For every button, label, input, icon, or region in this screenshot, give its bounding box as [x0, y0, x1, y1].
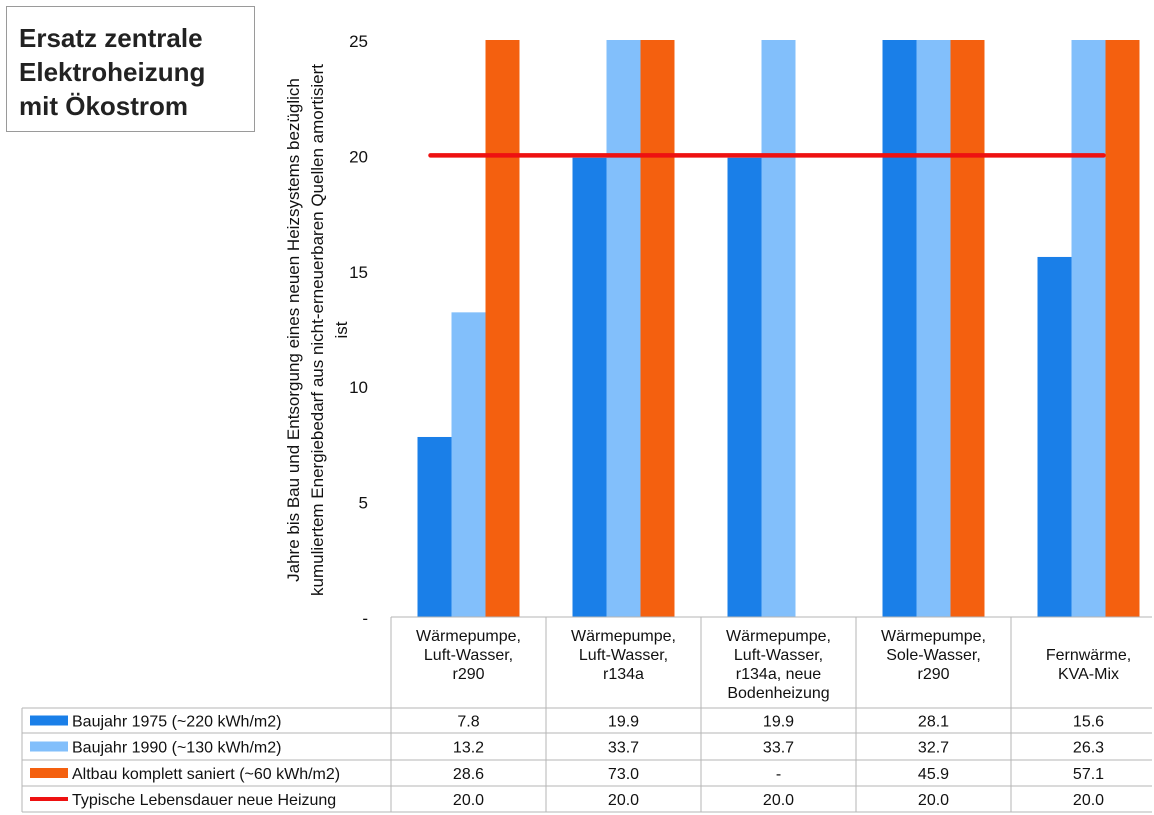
category-label: Wärmepumpe, — [881, 628, 986, 645]
category-label: Wärmepumpe, — [726, 628, 831, 645]
data-label: 7.8 — [457, 714, 479, 731]
title-line-1: Ersatz zentrale — [19, 23, 203, 53]
category-label: r134a, neue — [736, 666, 822, 683]
bar — [761, 40, 796, 617]
data-label: 20.0 — [608, 792, 639, 809]
y-axis-label: ist — [332, 321, 351, 338]
category-label: Wärmepumpe, — [416, 628, 521, 645]
bar — [1105, 40, 1140, 617]
category-label: r134a — [603, 666, 644, 683]
data-label: 19.9 — [608, 714, 639, 731]
data-label: 73.0 — [608, 766, 639, 783]
y-tick-label: 15 — [349, 263, 368, 282]
data-label: 57.1 — [1073, 766, 1104, 783]
bar — [882, 40, 917, 617]
legend-swatch — [30, 715, 68, 726]
data-label: 28.1 — [918, 714, 949, 731]
data-label: 19.9 — [763, 714, 794, 731]
category-label: Sole-Wasser, — [886, 647, 981, 664]
category-label: Fernwärme, — [1046, 647, 1131, 664]
category-label: KVA-Mix — [1058, 666, 1119, 683]
bar — [451, 312, 486, 617]
bar — [950, 40, 985, 617]
series-name: Altbau komplett saniert (~60 kWh/m2) — [72, 766, 340, 783]
data-label: 33.7 — [608, 740, 639, 757]
bar — [640, 40, 675, 617]
y-axis-label: Jahre bis Bau und Entsorgung eines neuen… — [284, 78, 303, 582]
bar — [606, 40, 641, 617]
data-label: 20.0 — [453, 792, 484, 809]
y-tick-label: - — [362, 609, 368, 628]
data-label: 15.6 — [1073, 714, 1104, 731]
data-label: 45.9 — [918, 766, 949, 783]
data-label: 20.0 — [763, 792, 794, 809]
category-label: Luft-Wasser, — [579, 647, 668, 664]
category-label: Wärmepumpe, — [571, 628, 676, 645]
category-label: r290 — [452, 666, 484, 683]
data-label: 33.7 — [763, 740, 794, 757]
y-tick-label: 5 — [359, 494, 368, 513]
bar — [916, 40, 951, 617]
data-label: 32.7 — [918, 740, 949, 757]
y-tick-label: 25 — [349, 32, 368, 51]
y-axis-label: kumuliertem Energiebedarf aus nicht-erne… — [308, 64, 327, 596]
category-label: r290 — [917, 666, 949, 683]
title-line-3: mit Ökostrom — [19, 91, 189, 121]
y-tick-label: 20 — [349, 147, 368, 166]
series-name: Typische Lebensdauer neue Heizung — [72, 792, 336, 809]
data-label: - — [776, 766, 781, 783]
bar — [485, 40, 520, 617]
category-label: Luft-Wasser, — [424, 647, 513, 664]
category-label: Bodenheizung — [727, 685, 829, 702]
legend-swatch — [30, 768, 68, 778]
y-tick-label: 10 — [349, 378, 368, 397]
bar — [1037, 256, 1072, 617]
bar — [1071, 40, 1106, 617]
bar — [417, 436, 452, 617]
legend-swatch — [30, 741, 68, 752]
title-line-2: Elektroheizung — [19, 57, 206, 87]
data-label: 20.0 — [1073, 792, 1104, 809]
data-label: 13.2 — [453, 740, 484, 757]
data-label: 20.0 — [918, 792, 949, 809]
bar — [572, 157, 607, 617]
series-name: Baujahr 1975 (~220 kWh/m2) — [72, 714, 281, 731]
series-name: Baujahr 1990 (~130 kWh/m2) — [72, 740, 281, 757]
title-box: Ersatz zentrale Elektroheizung mit Ökost… — [6, 6, 255, 132]
category-label: Luft-Wasser, — [734, 647, 823, 664]
data-label: 26.3 — [1073, 740, 1104, 757]
bar — [727, 157, 762, 617]
data-label: 28.6 — [453, 766, 484, 783]
